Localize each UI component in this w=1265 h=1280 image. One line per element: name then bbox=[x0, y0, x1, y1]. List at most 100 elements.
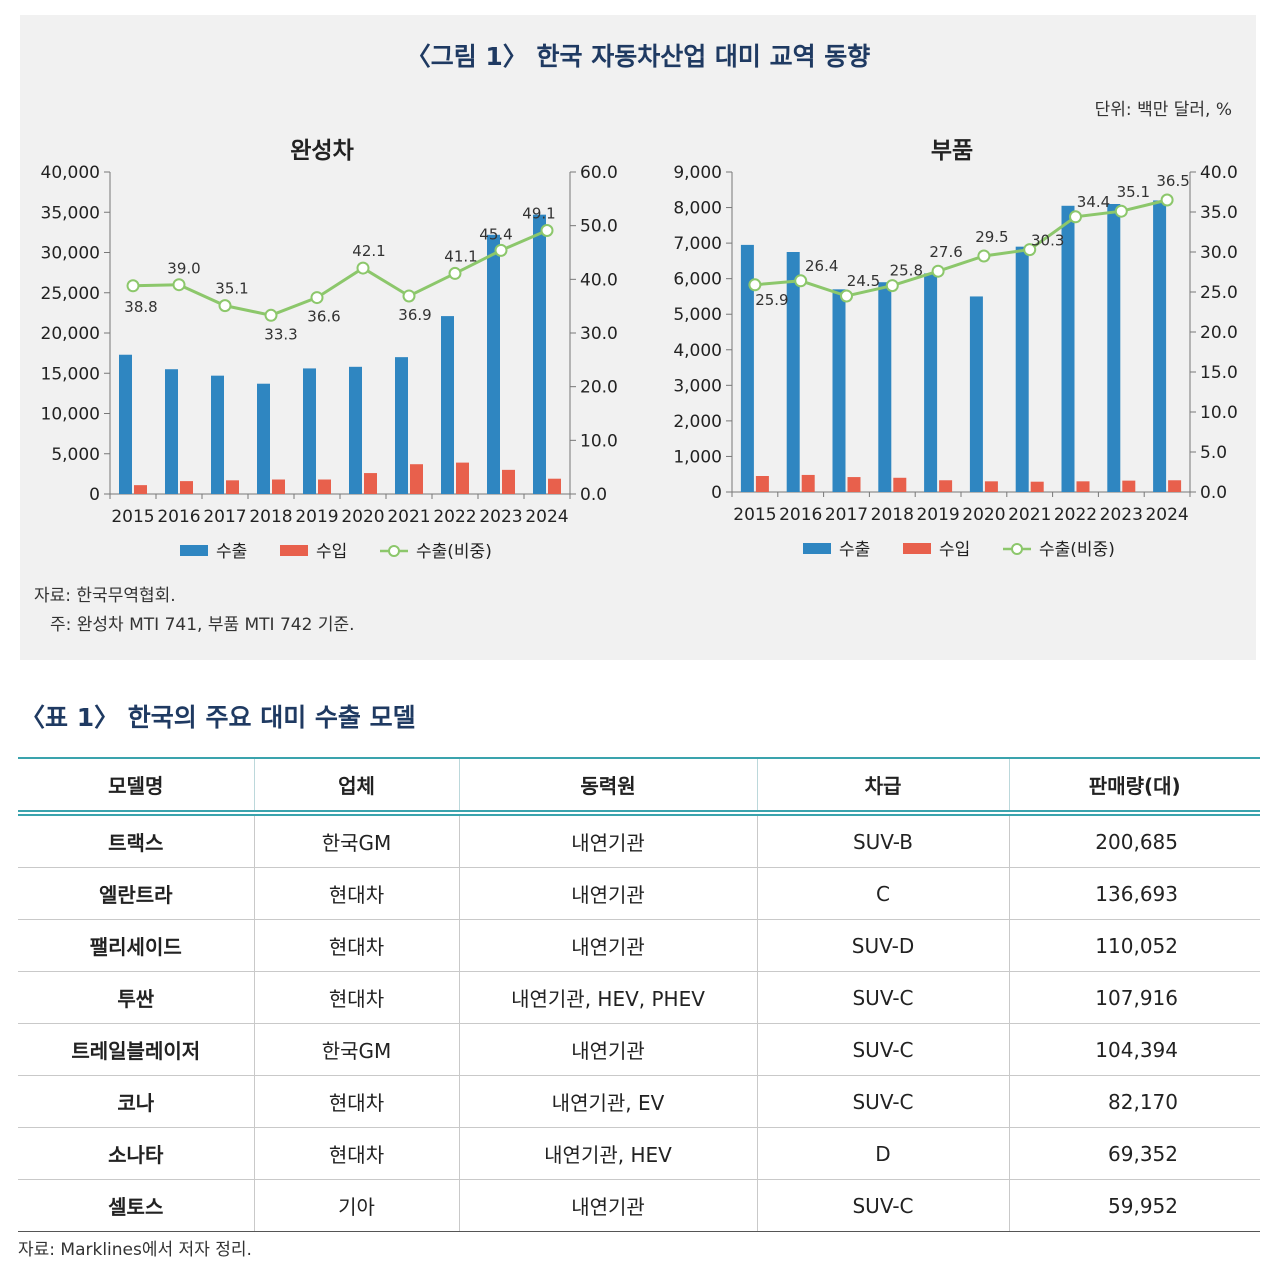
bar-import bbox=[318, 479, 331, 494]
bar-import bbox=[939, 480, 953, 492]
cell-powertrain: 내연기관 bbox=[458, 919, 757, 972]
legend-swatch-import bbox=[280, 545, 308, 556]
figure-note: 주: 완성차 MTI 741, 부품 MTI 742 기준. bbox=[50, 615, 355, 635]
cell-segment: D bbox=[756, 1127, 1009, 1180]
legend-label-import: 수입 bbox=[316, 542, 347, 562]
bar-import bbox=[1122, 480, 1136, 492]
header-sales: 판매량(대) bbox=[1008, 757, 1260, 814]
models-table: 모델명 업체 동력원 차급 판매량(대) 트랙스 한국GM 내연기관 SUV-B… bbox=[18, 757, 1260, 1232]
cell-sales: 136,693 bbox=[1008, 867, 1260, 920]
line-data-label: 41.1 bbox=[444, 247, 477, 265]
bar-import bbox=[801, 474, 815, 492]
table-row: 소나타 현대차 내연기관, HEV D 69,352 bbox=[18, 1127, 1260, 1180]
x-tick-label: 2016 bbox=[779, 505, 822, 525]
figure-title: 〈그림 1〉 한국 자동차산업 대미 교역 동향 bbox=[405, 42, 871, 71]
line-point bbox=[402, 289, 416, 303]
x-tick-label: 2024 bbox=[525, 507, 568, 527]
bar-export bbox=[303, 368, 316, 494]
cell-model: 트레일블레이저 bbox=[18, 1023, 254, 1076]
x-tick-label: 2023 bbox=[1100, 505, 1143, 525]
line-point bbox=[264, 308, 278, 322]
line-data-label: 49.1 bbox=[522, 204, 555, 222]
bar-import bbox=[1168, 480, 1182, 492]
bar-export bbox=[165, 369, 178, 494]
cell-powertrain: 내연기관, HEV, PHEV bbox=[458, 971, 757, 1024]
y-tick-label-left: 1,000 bbox=[673, 447, 722, 467]
line-point bbox=[356, 261, 370, 275]
cell-model: 팰리세이드 bbox=[18, 919, 254, 972]
cell-model: 트랙스 bbox=[18, 810, 254, 868]
x-tick-label: 2019 bbox=[295, 507, 338, 527]
line-export-share bbox=[132, 229, 548, 317]
line-point bbox=[540, 223, 554, 237]
legend-label-import: 수입 bbox=[939, 540, 970, 560]
y-tick-label-right: 35.0 bbox=[1200, 203, 1238, 223]
line-data-label: 35.1 bbox=[215, 280, 248, 298]
x-tick-label: 2023 bbox=[479, 507, 522, 527]
cell-sales: 110,052 bbox=[1008, 919, 1260, 972]
y-tick-label-left: 0 bbox=[89, 485, 100, 505]
table-header-row: 모델명 업체 동력원 차급 판매량(대) bbox=[18, 757, 1260, 814]
table-row: 팰리세이드 현대차 내연기관 SUV-D 110,052 bbox=[18, 919, 1260, 972]
line-point bbox=[494, 243, 508, 257]
cell-maker: 기아 bbox=[253, 1179, 459, 1232]
figure-source: 자료: 한국무역협회. bbox=[34, 586, 176, 606]
bar-export bbox=[119, 354, 132, 494]
table-source: 자료: Marklines에서 저자 정리. bbox=[18, 1240, 252, 1260]
table-row: 트랙스 한국GM 내연기관 SUV-B 200,685 bbox=[18, 810, 1260, 868]
y-tick-label-left: 5,000 bbox=[673, 305, 722, 325]
bar-import bbox=[847, 477, 861, 492]
bar-export bbox=[969, 296, 983, 492]
x-tick-label: 2021 bbox=[1008, 505, 1051, 525]
line-data-label: 34.4 bbox=[1077, 193, 1110, 211]
cell-model: 셀토스 bbox=[18, 1179, 254, 1232]
y-tick-label-left: 3,000 bbox=[673, 376, 722, 396]
line-point bbox=[1114, 204, 1128, 218]
bar-import bbox=[893, 477, 907, 492]
y-tick-label-left: 15,000 bbox=[41, 364, 100, 384]
line-point bbox=[126, 279, 140, 293]
bar-import bbox=[226, 480, 239, 494]
bar-import bbox=[755, 476, 769, 492]
bar-export bbox=[441, 316, 454, 494]
header-powertrain: 동력원 bbox=[458, 757, 757, 814]
line-point bbox=[310, 291, 324, 305]
cell-model: 엘란트라 bbox=[18, 867, 254, 920]
cell-maker: 한국GM bbox=[253, 810, 459, 868]
y-tick-label-left: 40,000 bbox=[41, 163, 100, 183]
bar-import bbox=[180, 481, 193, 494]
bar-export bbox=[1107, 204, 1121, 492]
chart-completed-vehicles: 완성차 0 5,000 10,000 15,000 20,000 25,000 30,000 3… bbox=[41, 138, 618, 562]
line-data-label: 30.3 bbox=[1031, 232, 1064, 250]
cell-sales: 69,352 bbox=[1008, 1127, 1260, 1180]
legend-swatch-marker bbox=[388, 545, 400, 557]
table-row: 투싼 현대차 내연기관, HEV, PHEV SUV-C 107,916 bbox=[18, 971, 1260, 1024]
x-tick-label: 2019 bbox=[916, 505, 959, 525]
cell-powertrain: 내연기관 bbox=[458, 810, 757, 868]
legend-label-export: 수출 bbox=[216, 542, 247, 562]
cell-sales: 82,170 bbox=[1008, 1075, 1260, 1128]
header-model: 모델명 bbox=[18, 757, 254, 814]
y-tick-label-left: 2,000 bbox=[673, 412, 722, 432]
x-tick-label: 2022 bbox=[1054, 505, 1097, 525]
bar-export bbox=[832, 289, 846, 492]
line-point bbox=[977, 249, 991, 263]
cell-maker: 현대차 bbox=[253, 867, 459, 920]
y-tick-label-right: 0.0 bbox=[1200, 483, 1227, 503]
y-tick-label-right: 10.0 bbox=[1200, 403, 1238, 423]
bar-export bbox=[1153, 200, 1167, 492]
bar-export bbox=[1061, 205, 1075, 492]
bar-import bbox=[272, 479, 285, 494]
line-point bbox=[172, 278, 186, 292]
cell-sales: 104,394 bbox=[1008, 1023, 1260, 1076]
cell-segment: SUV-C bbox=[756, 971, 1009, 1024]
y-tick-label-right: 50.0 bbox=[580, 217, 618, 237]
cell-sales: 200,685 bbox=[1008, 810, 1260, 868]
y-tick-label-left: 10,000 bbox=[41, 405, 100, 425]
bar-import bbox=[1076, 481, 1090, 492]
x-tick-label: 2017 bbox=[203, 507, 246, 527]
bar-export bbox=[1015, 246, 1029, 492]
cell-segment: SUV-C bbox=[756, 1179, 1009, 1232]
line-data-label: 26.4 bbox=[805, 257, 838, 275]
y-tick-label-left: 30,000 bbox=[41, 244, 100, 264]
